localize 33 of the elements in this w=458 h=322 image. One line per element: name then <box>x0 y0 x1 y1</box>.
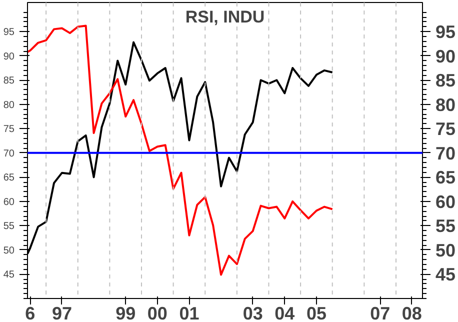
y-tick-label: 45 <box>3 270 15 281</box>
y2-tick-label: 80 <box>436 94 456 115</box>
y2-tick-label: 45 <box>436 264 456 285</box>
x-tick-label: 08 <box>402 304 422 322</box>
x-tick-label: 01 <box>179 304 200 322</box>
y2-tick-label: 60 <box>436 192 456 212</box>
x-tick-label: 07 <box>370 304 390 322</box>
x-tick-label: 00 <box>147 304 168 322</box>
y-tick-label: 70 <box>3 148 15 160</box>
y2-tick-label: 75 <box>436 119 456 140</box>
y2-tick-label: 95 <box>436 22 456 42</box>
y2-tick-label: 90 <box>436 46 456 66</box>
x-tick-label: 99 <box>116 304 136 322</box>
y2-tick-label: 85 <box>436 70 456 91</box>
y-tick-label: 60 <box>3 196 15 208</box>
y2-tick-label: 70 <box>436 143 456 164</box>
y2-tick-label: 50 <box>436 240 456 260</box>
y2-tick-label: 65 <box>436 168 456 188</box>
y-tick-label: 75 <box>3 124 15 136</box>
y2-tick-label: 55 <box>436 216 456 236</box>
y-tick-label: 55 <box>3 221 15 232</box>
y-tick-label: 80 <box>3 100 15 111</box>
x-tick-label: 6 <box>25 304 36 322</box>
y-tick-label: 85 <box>3 76 15 87</box>
chart-title: RSI, INDU <box>185 8 265 26</box>
x-tick-label: 03 <box>242 304 263 322</box>
x-tick-label: 04 <box>274 304 295 322</box>
y-tick-label: 65 <box>3 172 15 184</box>
y-tick-label: 95 <box>3 27 15 38</box>
y-tick-label: 90 <box>3 51 15 62</box>
x-tick-label: 05 <box>306 304 326 322</box>
y-tick-label: 50 <box>3 245 15 256</box>
x-tick-label: 97 <box>52 304 72 322</box>
